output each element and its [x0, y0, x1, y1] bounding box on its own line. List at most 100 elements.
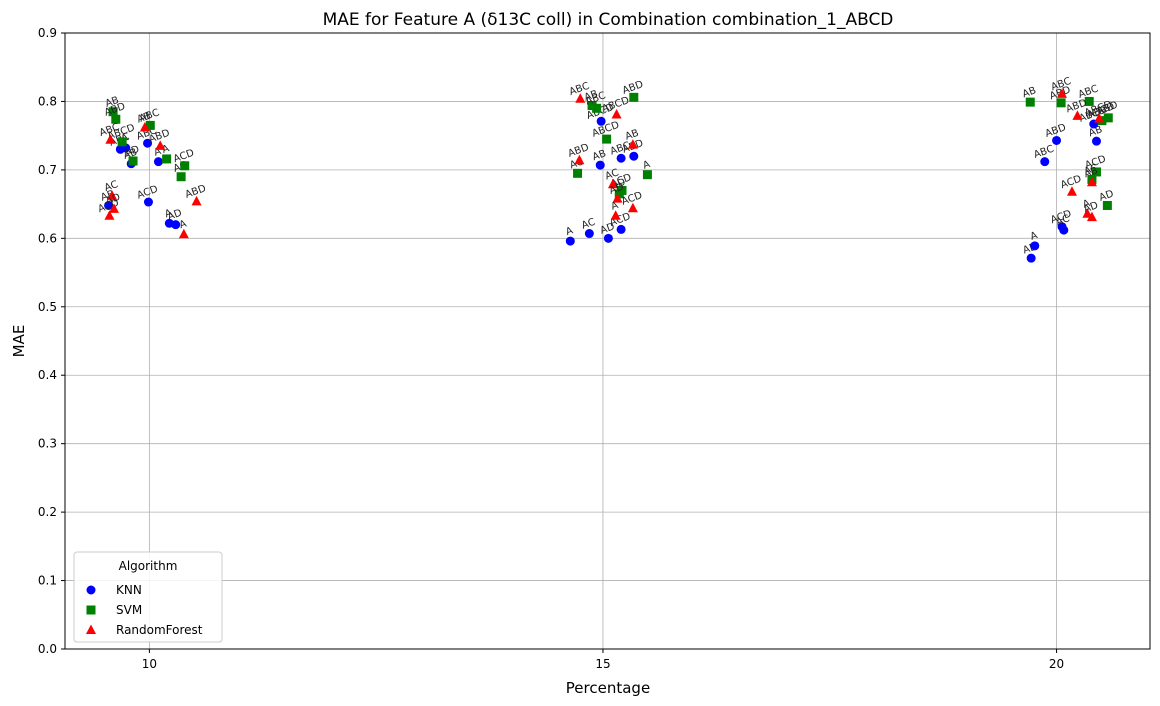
data-point: [612, 193, 623, 203]
data-point: [108, 107, 118, 117]
data-label: AC: [580, 217, 597, 232]
data-label: A: [163, 208, 173, 221]
data-point: [575, 93, 586, 103]
y-axis-label: MAE: [10, 325, 28, 358]
data-point: [629, 92, 639, 102]
data-point: [587, 101, 597, 111]
data-point: [171, 220, 181, 230]
data-point: [104, 200, 114, 210]
legend-label: SVM: [116, 603, 142, 617]
data-point: [1040, 157, 1050, 167]
data-label: AB: [1021, 85, 1038, 100]
data-point: [616, 224, 626, 234]
data-point: [117, 137, 127, 147]
x-tick-label: 10: [142, 657, 157, 671]
y-tick-label: 0.2: [38, 505, 57, 519]
x-tick-label: 20: [1049, 657, 1064, 671]
data-label: A: [1081, 198, 1091, 211]
data-point: [180, 161, 190, 171]
data-point: [627, 202, 638, 213]
data-point: [584, 229, 594, 239]
y-tick-label: 0.9: [38, 26, 57, 40]
data-point: [595, 160, 605, 170]
data-label: AC: [1055, 213, 1072, 228]
legend: Algorithm KNN SVM RandomForest: [73, 551, 223, 643]
y-tick-label: 0.4: [38, 368, 57, 382]
data-point: [143, 138, 153, 148]
data-point: [178, 228, 189, 239]
legend-box: [73, 551, 223, 643]
data-label: AB: [583, 89, 600, 104]
y-tick-label: 0.3: [38, 437, 57, 451]
data-label: AD: [104, 192, 122, 207]
data-point: [573, 168, 583, 178]
data-label: AC: [604, 167, 621, 182]
data-point: [1072, 110, 1083, 120]
data-point: [155, 140, 166, 150]
data-point: [145, 120, 155, 130]
data-label: A: [610, 200, 620, 213]
data-point: [616, 153, 626, 163]
data-point: [574, 154, 585, 165]
data-point: [143, 197, 153, 207]
data-label: A: [1029, 230, 1039, 243]
x-axis-label: Percentage: [566, 679, 650, 697]
data-point: [1084, 96, 1094, 106]
data-label: AC: [103, 179, 120, 194]
axes-frame: [64, 32, 1151, 650]
data-label: AD: [123, 144, 141, 159]
data-point: [1086, 211, 1097, 222]
series-svm: ABABDABCDADABCAACACDACABABCABCDACDADABDA…: [103, 79, 1120, 210]
legend-marker: [86, 605, 96, 615]
legend-title: Algorithm: [119, 559, 178, 573]
data-point: [1025, 97, 1035, 107]
data-point: [611, 108, 622, 119]
y-tick-label: 0.0: [38, 642, 57, 656]
data-label: AD: [1082, 200, 1100, 215]
data-point: [614, 189, 624, 199]
data-point: [153, 157, 163, 167]
data-label: AB: [1083, 165, 1100, 180]
data-label: AD: [610, 177, 628, 192]
data-point: [610, 210, 621, 220]
chart-title: MAE for Feature A (δ13C coll) in Combina…: [323, 10, 894, 30]
data-point: [629, 151, 639, 161]
data-label: AD: [166, 208, 184, 223]
data-label: AB: [624, 128, 641, 143]
data-point: [1103, 113, 1113, 123]
data-point: [111, 114, 121, 124]
data-point: [105, 134, 116, 144]
data-point: [1056, 98, 1066, 108]
data-point: [1082, 208, 1093, 218]
data-point: [1094, 113, 1105, 123]
x-tick-label: 15: [595, 657, 610, 671]
data-label: AD: [608, 182, 626, 197]
data-label: A: [178, 218, 188, 231]
data-point: [1066, 186, 1077, 196]
legend-marker: [86, 585, 96, 595]
data-label: AD: [1098, 188, 1116, 203]
data-point: [1052, 135, 1062, 145]
data-point: [603, 233, 613, 243]
data-point: [592, 103, 602, 113]
data-label: AB: [136, 111, 153, 126]
data-point: [1030, 241, 1040, 251]
data-point: [602, 134, 612, 144]
data-label: AB: [1087, 124, 1104, 139]
legend-label: KNN: [116, 583, 142, 597]
data-point: [162, 154, 172, 164]
data-label: A: [564, 225, 574, 238]
data-point: [565, 236, 575, 246]
data-point: [1091, 136, 1101, 146]
data-label: A: [161, 143, 171, 156]
y-tick-label: 0.7: [38, 163, 57, 177]
data-point: [104, 210, 115, 220]
data-point: [607, 178, 618, 189]
y-tick-label: 0.8: [38, 94, 57, 108]
data-point: [107, 190, 118, 200]
data-point: [139, 121, 150, 132]
data-point: [596, 116, 606, 126]
data-label: AB: [591, 148, 608, 163]
data-point: [627, 139, 638, 149]
data-label: A: [152, 146, 162, 159]
